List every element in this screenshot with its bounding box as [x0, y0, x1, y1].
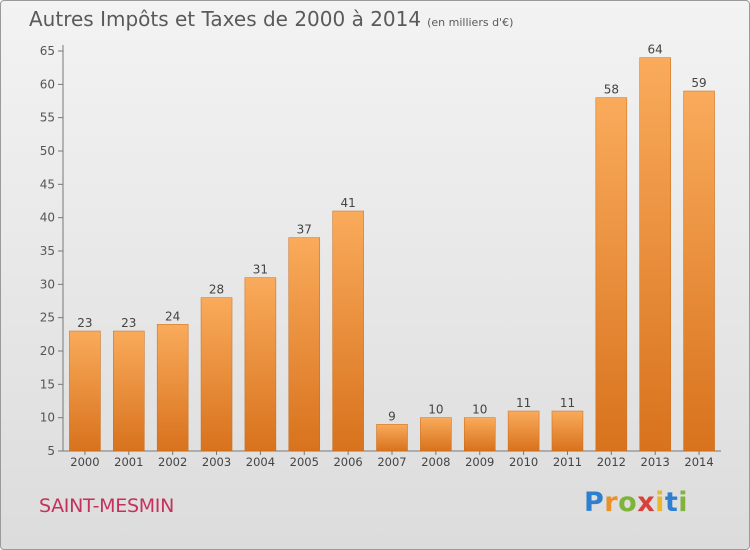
- x-tick-label: 2005: [290, 455, 319, 469]
- unit-label: (en milliers d'€): [427, 16, 514, 29]
- data-label: 23: [77, 316, 92, 330]
- x-tick-label: 2013: [641, 455, 670, 469]
- bar: [332, 210, 364, 452]
- bar: [113, 330, 145, 452]
- y-tick-label: 20: [40, 344, 55, 358]
- chart-title: Autres Impôts et Taxes de 2000 à 2014 (en…: [29, 7, 513, 31]
- data-label: 10: [428, 403, 443, 417]
- y-tick-label: 45: [40, 177, 55, 191]
- bar: [551, 410, 584, 452]
- x-tick-label: 2004: [246, 455, 275, 469]
- y-tick-label: 55: [40, 111, 55, 125]
- x-tick-label: 2002: [158, 455, 187, 469]
- data-label: 28: [209, 283, 224, 297]
- data-label: 37: [297, 223, 312, 237]
- y-tick-label: 15: [40, 377, 55, 391]
- x-tick-label: 2009: [465, 455, 494, 469]
- bar: [288, 237, 321, 452]
- bar: [639, 57, 671, 452]
- data-label: 31: [253, 263, 268, 277]
- y-tick-label: 5: [47, 444, 55, 458]
- data-label: 64: [648, 43, 663, 57]
- bar: [244, 277, 277, 452]
- x-tick-label: 2006: [333, 455, 362, 469]
- y-tick-label: 65: [40, 44, 55, 58]
- y-tick-label: 25: [40, 311, 55, 325]
- y-tick-label: 35: [40, 244, 55, 258]
- x-tick-label: 2010: [509, 455, 538, 469]
- data-label: 11: [560, 396, 575, 410]
- bar: [507, 410, 540, 452]
- x-tick-label: 2007: [377, 455, 406, 469]
- y-tick-label: 50: [40, 144, 55, 158]
- bar: [156, 324, 189, 452]
- y-tick-label: 10: [40, 411, 55, 425]
- data-label: 11: [516, 396, 531, 410]
- bar: [69, 330, 101, 452]
- x-tick-label: 2011: [553, 455, 582, 469]
- commune-name: SAINT-MESMIN: [39, 495, 175, 517]
- data-label: 10: [472, 403, 487, 417]
- bar: [595, 97, 628, 452]
- data-label: 41: [340, 196, 355, 210]
- x-tick-label: 2014: [684, 455, 713, 469]
- y-tick-label: 40: [40, 211, 55, 225]
- x-tick-label: 2012: [597, 455, 626, 469]
- data-label: 59: [691, 76, 706, 90]
- x-tick-label: 2008: [421, 455, 450, 469]
- proxiti-logo: Proxiti: [584, 487, 689, 518]
- bar: [420, 417, 452, 452]
- data-label: 9: [388, 409, 396, 423]
- x-tick-label: 2001: [114, 455, 143, 469]
- data-label: 24: [165, 309, 180, 323]
- bar: [463, 417, 496, 452]
- x-tick-label: 2000: [70, 455, 99, 469]
- chart-title-text: Autres Impôts et Taxes de 2000 à 2014: [29, 7, 422, 31]
- y-tick-label: 60: [40, 77, 55, 91]
- y-tick-label: 30: [40, 277, 55, 291]
- bar: [683, 90, 715, 452]
- x-tick-label: 2003: [202, 455, 231, 469]
- data-label: 23: [121, 316, 136, 330]
- data-label: 58: [604, 83, 619, 97]
- bar: [376, 424, 408, 452]
- bar: [200, 297, 233, 452]
